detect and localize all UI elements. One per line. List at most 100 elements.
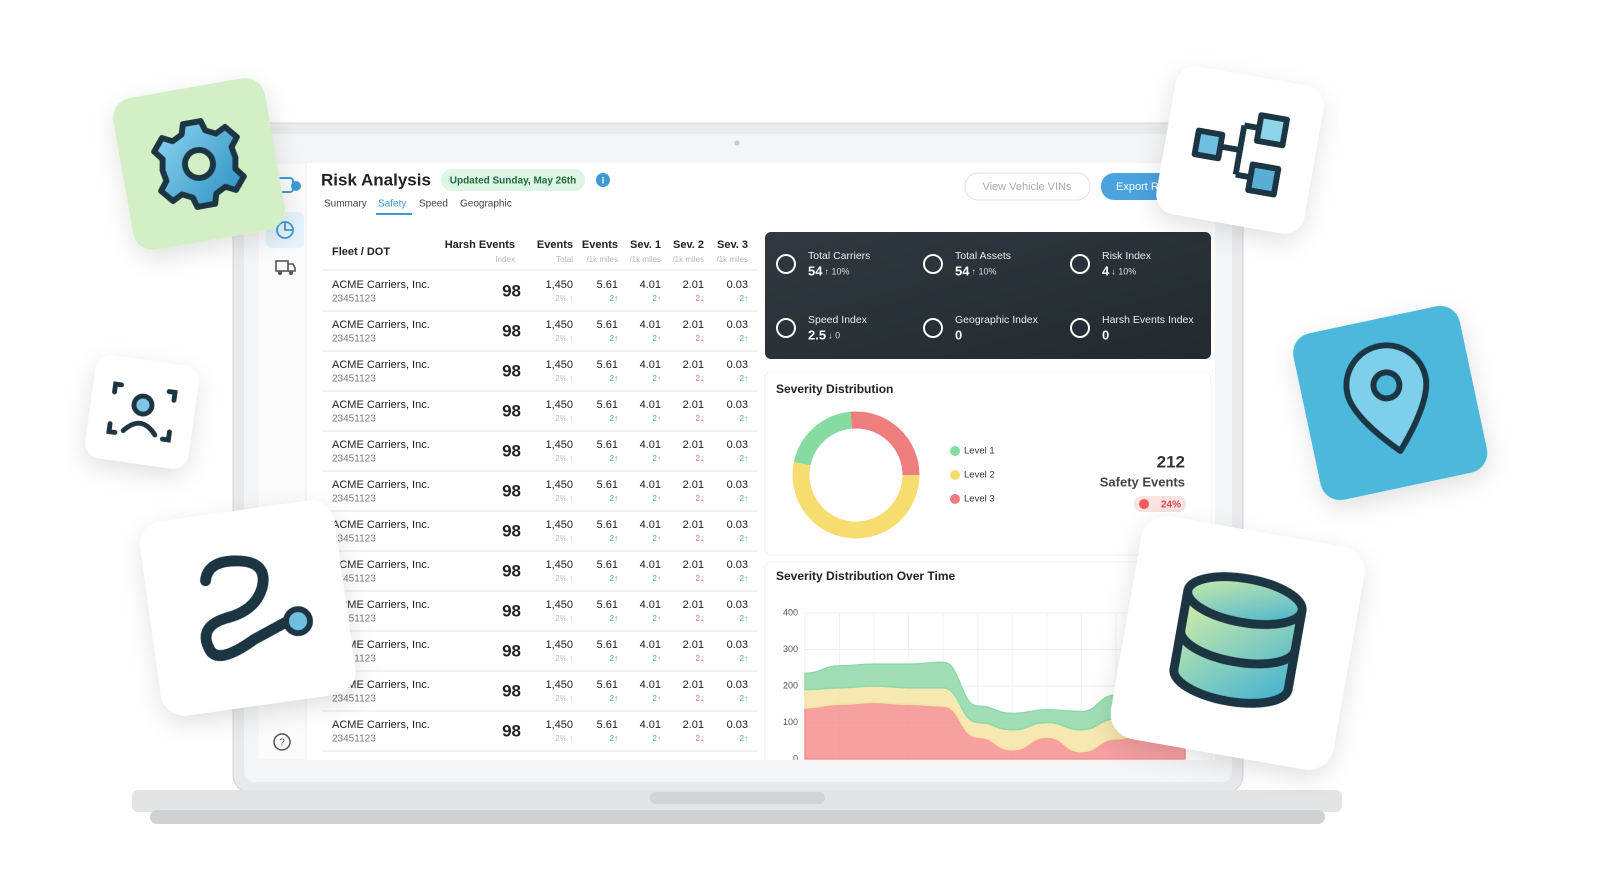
cell-change: 2↑ <box>610 294 618 303</box>
fleet-name[interactable]: ACME Carriers, Inc. <box>332 359 430 371</box>
updated-badge <box>441 169 585 191</box>
column-header[interactable]: Sev. 3 <box>717 239 748 251</box>
cell-change: 2↓ <box>696 494 704 503</box>
export-button-text[interactable]: Export R <box>1116 181 1159 193</box>
column-header[interactable]: Harsh Events <box>445 239 515 251</box>
fleet-name[interactable]: ACME Carriers, Inc. <box>332 599 430 611</box>
cell-change: 2↑ <box>610 454 618 463</box>
cell-change: 2↑ <box>653 374 661 383</box>
stat-icon <box>923 318 943 338</box>
cell-value: 1,450 <box>545 279 573 291</box>
cell-change: 2% ↑ <box>555 654 573 663</box>
cell-change: 2% ↑ <box>555 534 573 543</box>
dot-number: 23451123 <box>332 574 376 585</box>
tab[interactable]: Summary <box>324 199 367 210</box>
vins-button[interactable] <box>964 172 1091 201</box>
fleet-name[interactable]: ACME Carriers, Inc. <box>332 679 430 691</box>
tab[interactable]: Geographic <box>460 199 512 210</box>
column-header[interactable]: Sev. 1 <box>630 239 661 251</box>
cell-value: 4.01 <box>640 319 661 331</box>
fleet-name[interactable]: ACME Carriers, Inc. <box>332 519 430 531</box>
fleet-name[interactable]: ACME Carriers, Inc. <box>332 399 430 411</box>
dot-number: 23451123 <box>332 334 376 345</box>
legend-label: Level 3 <box>964 494 995 505</box>
cell-value: 2.01 <box>683 519 704 531</box>
stat-label: Total Carriers <box>808 250 870 262</box>
cell-change: 2↑ <box>610 334 618 343</box>
cell-value: 5.61 <box>597 719 618 731</box>
harsh-index: 98 <box>502 361 521 380</box>
cell-change: 2↑ <box>740 294 748 303</box>
cell-change: 2% ↑ <box>555 574 573 583</box>
column-header[interactable]: Sev. 2 <box>673 239 704 251</box>
cell-value: 1,450 <box>545 639 573 651</box>
cell-value: 0.03 <box>727 359 748 371</box>
cell-value: 1,450 <box>545 519 573 531</box>
sidebar-truck-icon[interactable] <box>275 260 296 275</box>
cell-value: 0.03 <box>727 599 748 611</box>
tab[interactable]: Speed <box>419 199 448 210</box>
pin-tile <box>1293 305 1488 501</box>
fleet-name[interactable]: ACME Carriers, Inc. <box>332 719 430 731</box>
cell-value: 0.03 <box>727 719 748 731</box>
fleet-name[interactable]: ACME Carriers, Inc. <box>332 639 430 651</box>
harsh-index: 98 <box>502 281 521 300</box>
cell-value: 0.03 <box>727 319 748 331</box>
sidebar-chart-icon[interactable] <box>276 221 294 239</box>
fleet-name[interactable]: ACME Carriers, Inc. <box>332 559 430 571</box>
tab-underline <box>376 213 412 215</box>
cell-value: 0.03 <box>727 399 748 411</box>
cell-change: 2↓ <box>696 334 704 343</box>
svg-text:?: ? <box>279 738 285 749</box>
help-icon[interactable]: ? <box>273 733 291 751</box>
cell-change: 2% ↑ <box>555 734 573 743</box>
column-header[interactable]: Fleet / DOT <box>332 246 390 258</box>
network-tile <box>1156 66 1324 234</box>
cell-change: 2↓ <box>696 294 704 303</box>
cell-change: 2↓ <box>696 374 704 383</box>
cell-value: 2.01 <box>683 319 704 331</box>
stat-value: 54 <box>955 263 970 278</box>
cell-change: 2↑ <box>610 414 618 423</box>
stat-label: Total Assets <box>955 250 1011 262</box>
stat-value: 0 <box>955 327 962 342</box>
harsh-index: 98 <box>502 521 521 540</box>
cell-value: 4.01 <box>640 599 661 611</box>
cell-value: 2.01 <box>683 279 704 291</box>
dot-number: 23451123 <box>332 494 376 505</box>
fleet-name[interactable]: ACME Carriers, Inc. <box>332 479 430 491</box>
column-header[interactable]: Events <box>537 239 573 251</box>
cell-change: 2↑ <box>653 574 661 583</box>
cell-change: 2↑ <box>653 694 661 703</box>
column-subheader: /1k miles <box>629 255 661 264</box>
fleet-name[interactable]: ACME Carriers, Inc. <box>332 319 430 331</box>
change-icon <box>1139 499 1149 509</box>
cell-change: 2↑ <box>740 694 748 703</box>
svg-text:i: i <box>602 175 605 185</box>
y-tick-label: 0 <box>793 753 798 763</box>
dot-number: 23451123 <box>332 614 376 625</box>
fleet-name[interactable]: ACME Carriers, Inc. <box>332 439 430 451</box>
cell-value: 2.01 <box>683 359 704 371</box>
cell-change: 2↑ <box>740 574 748 583</box>
cell-change: 2↓ <box>696 534 704 543</box>
harsh-index: 98 <box>502 441 521 460</box>
cell-value: 0.03 <box>727 679 748 691</box>
cell-value: 4.01 <box>640 719 661 731</box>
fleet-name[interactable]: ACME Carriers, Inc. <box>332 279 430 291</box>
vins-button-text[interactable]: View Vehicle VINs <box>982 181 1072 193</box>
cell-value: 1,450 <box>545 679 573 691</box>
donut-segment <box>793 411 853 466</box>
stat-icon <box>776 318 796 338</box>
dot-number: 23451123 <box>332 414 376 425</box>
cell-change: 2↓ <box>696 454 704 463</box>
tab[interactable]: Safety <box>378 199 406 210</box>
info-icon[interactable] <box>596 173 610 187</box>
cell-value: 2.01 <box>683 399 704 411</box>
cell-change: 2↑ <box>653 494 661 503</box>
cell-change: 2↑ <box>653 294 661 303</box>
column-header[interactable]: Events <box>582 239 618 251</box>
cell-change: 2↓ <box>696 414 704 423</box>
cell-change: 2↑ <box>610 614 618 623</box>
cell-value: 5.61 <box>597 479 618 491</box>
